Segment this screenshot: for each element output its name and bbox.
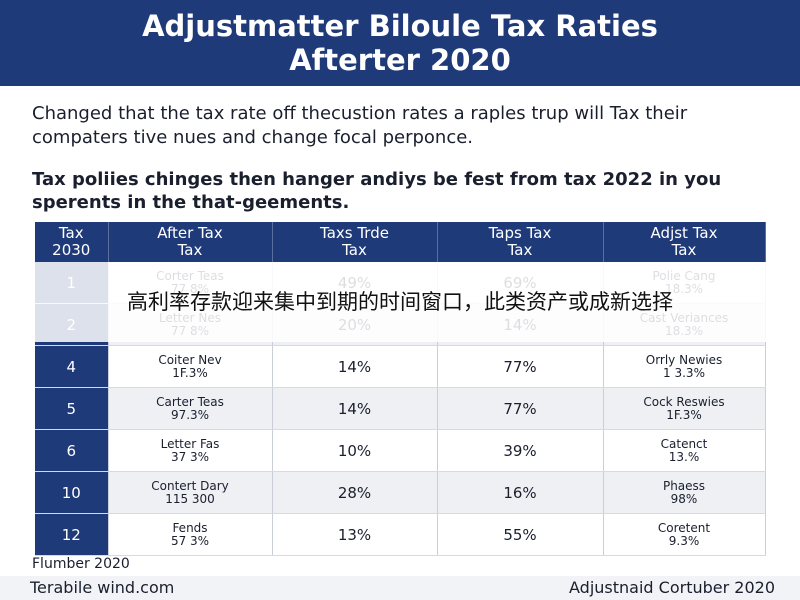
cell-line: 1F.3% — [172, 365, 208, 380]
cell-line: 2030 — [52, 241, 91, 259]
cell-line: 9.3% — [668, 533, 700, 548]
cell-line: Tax — [58, 224, 84, 242]
table-cell: 13% — [272, 513, 438, 556]
title-line: Adjustmatter Biloule Tax Raties — [142, 9, 658, 43]
intro: Changed that the tax rate off thecustion… — [32, 103, 688, 148]
table-cell: 16% — [437, 471, 604, 514]
table-cell: Orrly Newies 1 3.3% — [603, 345, 766, 388]
footer: Terabile wind.com Adjustnaid Cortuber 20… — [0, 576, 800, 600]
cell-line: Catenct — [660, 436, 708, 451]
cell-line: Coretent — [657, 520, 711, 535]
table-cell: Phaess 98% — [603, 471, 766, 514]
cell-line: Tax — [671, 241, 697, 259]
title-line: Afterter 2020 — [289, 43, 511, 77]
header: Adjustmatter Biloule Tax Raties Afterter… — [0, 0, 800, 86]
cell-line: Taps Tax — [488, 224, 552, 242]
table-cell: 4 — [35, 345, 109, 388]
table-cell: 77% — [437, 345, 604, 388]
cell-line: 28% — [337, 483, 372, 502]
header-row: Tax 2030 After Tax Tax Taxs Trde Tax Taps Tax T… — [35, 222, 766, 262]
table-cell: Catenct 13.% — [603, 429, 766, 472]
table-cell: 28% — [272, 471, 438, 514]
header-cell: Tax 2030 — [35, 222, 109, 262]
table-row: 10 Contert Dary 115 300 28% 16% Phaess 98% — [35, 471, 766, 514]
table-cell: Fends 57 3% — [108, 513, 273, 556]
table-cell: 77% — [437, 387, 604, 430]
table-row: 6 Letter Fas 37 3% 10% 39% Catenct 13.% — [35, 429, 766, 472]
table-cell: 39% — [437, 429, 604, 472]
table-cell: Contert Dary 115 300 — [108, 471, 273, 514]
footer-left: Terabile wind.com — [30, 578, 175, 597]
cell-line: 12 — [61, 525, 81, 544]
cell-line: Contert Dary — [151, 478, 229, 493]
header-cell: After Tax Tax — [108, 222, 273, 262]
cell-line: 77% — [503, 399, 537, 418]
subheading: Tax poliies chinges then hanger andiys b… — [32, 169, 722, 213]
cell-line: 14% — [337, 357, 372, 376]
table-cell: 5 — [35, 387, 109, 430]
cell-line: 39% — [503, 441, 537, 460]
table-row: 5 Carter Teas 97.3% 14% 77% Cock Reswies 1F.3% — [35, 387, 766, 430]
cell-line: Carter Teas — [156, 394, 224, 409]
cell-line: Tax — [177, 241, 203, 259]
cell-line: 1F.3% — [666, 407, 702, 422]
cell-line: 97.3% — [170, 407, 210, 422]
table-cell: Cock Reswies 1F.3% — [603, 387, 766, 430]
table-cell: Coretent 9.3% — [603, 513, 766, 556]
table-cell: 12 — [35, 513, 109, 556]
table-cell: Carter Teas 97.3% — [108, 387, 273, 430]
cell-line: 10% — [337, 441, 372, 460]
table-cell: 10 — [35, 471, 109, 514]
header-cell: Taxs Trde Tax — [272, 222, 438, 262]
table-cell: 55% — [437, 513, 604, 556]
footer-right: Adjustnaid Cortuber 2020 — [569, 578, 775, 597]
cell-line: Fends — [172, 520, 208, 535]
cell-line: 57 3% — [170, 533, 210, 548]
cell-line: 16% — [503, 483, 537, 502]
table-cell: Letter Fas 37 3% — [108, 429, 273, 472]
footnote: Flumber 2020 — [32, 556, 130, 572]
table-cell: 14% — [272, 387, 438, 430]
cell-line: 4 — [66, 357, 77, 376]
cell-line: Letter Fas — [160, 436, 220, 451]
cell-line: 55% — [503, 525, 537, 544]
cell-line: Phaess — [662, 478, 706, 493]
cell-line: 10 — [61, 483, 81, 502]
header-cell: Taps Tax Tax — [437, 222, 604, 262]
cell-line: Coiter Nev — [158, 352, 222, 367]
cell-line: 77% — [503, 357, 537, 376]
cell-line: After Tax — [157, 224, 223, 242]
table-cell: Coiter Nev 1F.3% — [108, 345, 273, 388]
cell-line: 13% — [337, 525, 372, 544]
cell-line: 98% — [670, 491, 698, 506]
cell-line: Adjst Tax — [650, 224, 718, 242]
cell-line: 5 — [66, 399, 77, 418]
cell-line: 6 — [66, 441, 77, 460]
cell-line: Tax — [342, 241, 367, 259]
table-cell: 14% — [272, 345, 438, 388]
table-row: 4 Coiter Nev 1F.3% 14% 77% Orrly Newies 1 3.3% — [35, 345, 766, 388]
banner: 高利率存款迎来集中到期的时间窗口，此类资产或成新选择 — [0, 262, 800, 342]
cell-line: Tax — [507, 241, 533, 259]
cell-line: Taxs Trde — [320, 224, 389, 242]
header-cell: Adjst Tax Tax — [603, 222, 766, 262]
table-row: 12 Fends 57 3% 13% 55% Coretent 9.3% — [35, 513, 766, 556]
table-cell: 10% — [272, 429, 438, 472]
cell-line: Orrly Newies — [645, 352, 723, 367]
cell-line: 115 300 — [165, 491, 215, 506]
cell-line: Cock Reswies — [643, 394, 725, 409]
cell-line: 13.% — [668, 449, 700, 464]
cell-line: 37 3% — [170, 449, 210, 464]
table-cell: 6 — [35, 429, 109, 472]
cell-line: 1 3.3% — [663, 365, 705, 380]
cell-line: 14% — [337, 399, 372, 418]
